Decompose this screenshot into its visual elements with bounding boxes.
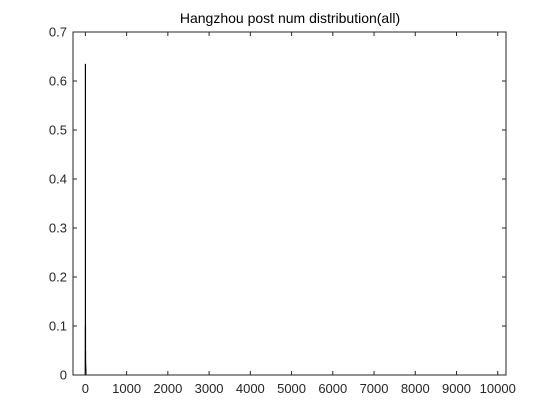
x-tick-label: 0 [82, 381, 89, 396]
x-tick-label: 9000 [442, 381, 471, 396]
y-tick-label: 0.1 [49, 319, 67, 334]
plot-area [72, 31, 507, 376]
y-axis-ticks: 0 0.1 0.2 0.3 0.4 0.5 0.6 0.7 [49, 25, 506, 383]
y-tick-label: 0.7 [49, 25, 67, 40]
x-tick-label: 1000 [112, 381, 141, 396]
y-tick-label: 0.6 [49, 74, 67, 89]
x-tick-label: 6000 [318, 381, 347, 396]
x-tick-label: 7000 [360, 381, 389, 396]
x-axis-ticks: 0 1000 2000 3000 4000 5000 6000 7000 8000 9000 100… [82, 32, 516, 396]
y-tick-label: 0 [60, 368, 67, 383]
x-tick-label: 2000 [153, 381, 182, 396]
x-tick-label: 5000 [277, 381, 306, 396]
axes-box [72, 31, 507, 376]
y-tick-label: 0.2 [49, 270, 67, 285]
y-tick-label: 0.3 [49, 221, 67, 236]
x-tick-label: 10000 [480, 381, 516, 396]
y-tick-label: 0.4 [49, 172, 67, 187]
x-tick-label: 4000 [236, 381, 265, 396]
x-tick-label: 8000 [401, 381, 430, 396]
x-tick-label: 3000 [195, 381, 224, 396]
y-tick-label: 0.5 [49, 123, 67, 138]
chart-title: Hangzhou post num distribution(all) [180, 10, 400, 26]
